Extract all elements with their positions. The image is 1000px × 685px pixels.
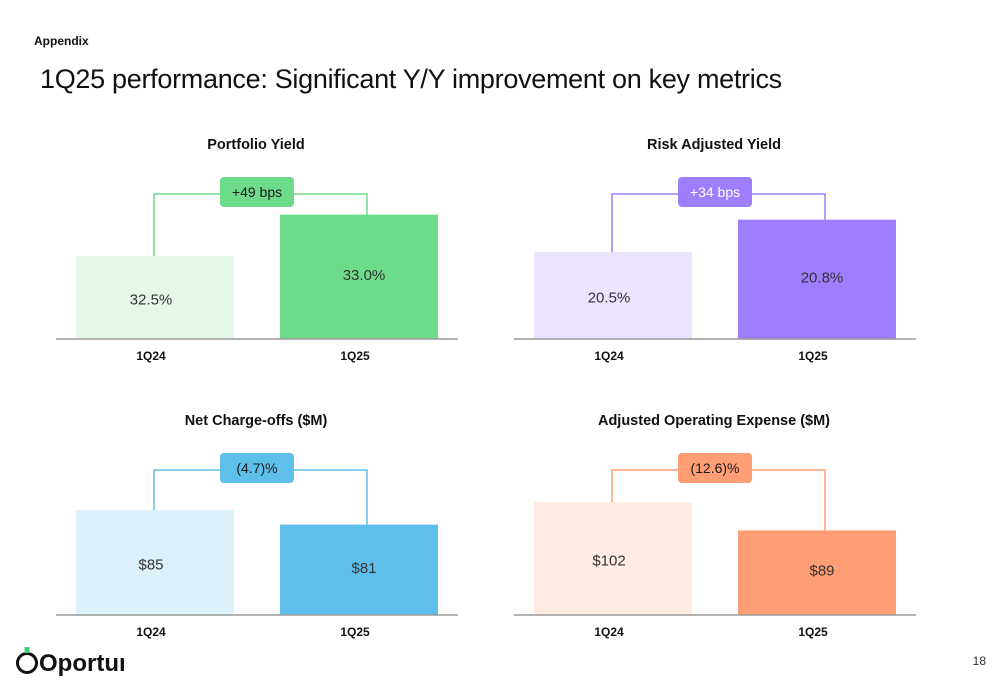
category-label: 1Q25 <box>340 349 370 363</box>
bar-value-label: 20.8% <box>801 269 844 286</box>
bar-value-label: $81 <box>351 560 376 577</box>
chart-title: Net Charge-offs ($M) <box>185 413 328 429</box>
change-badge <box>220 177 294 207</box>
category-label: 1Q24 <box>594 625 624 639</box>
bar-value-label: 33.0% <box>343 267 386 284</box>
bar-1q25 <box>738 530 896 615</box>
change-badge-label: (12.6)% <box>690 460 739 476</box>
section-label: Appendix <box>34 34 89 48</box>
bar-value-label: $102 <box>592 553 625 570</box>
change-badge <box>678 177 752 207</box>
risk-adjusted-yield-chart: Risk Adjusted Yield 20.5% 1Q24 20.8% 1Q25 +34… <box>504 128 924 373</box>
bar-value-label: $85 <box>138 557 163 574</box>
chart-svg: Net Charge-offs ($M) $85 1Q24 $81 1Q25 (4.7)% <box>56 413 458 639</box>
bar-1q24 <box>76 510 234 615</box>
category-label: 1Q24 <box>594 349 624 363</box>
category-label: 1Q25 <box>798 625 828 639</box>
category-label: 1Q24 <box>136 625 166 639</box>
change-badge <box>678 453 752 483</box>
change-badge-label: +34 bps <box>690 184 740 200</box>
category-label: 1Q25 <box>340 625 370 639</box>
bar-1q24 <box>534 252 692 339</box>
change-badge-label: +49 bps <box>232 184 282 200</box>
bar-1q25 <box>280 524 438 615</box>
chart-title: Adjusted Operating Expense ($M) <box>598 413 830 429</box>
bar-value-label: 32.5% <box>130 292 173 309</box>
bar-1q24 <box>534 502 692 615</box>
bar-value-label: $89 <box>809 563 834 580</box>
change-badge <box>220 453 294 483</box>
bar-1q25 <box>738 219 896 339</box>
bar-1q25 <box>280 214 438 339</box>
category-label: 1Q25 <box>798 349 828 363</box>
bar-1q24 <box>76 256 234 339</box>
portfolio-yield-chart: Portfolio Yield 32.5% 1Q24 33.0% 1Q25 +49 bps <box>46 128 466 373</box>
net-charge-offs-chart: Net Charge-offs ($M) $85 1Q24 $81 1Q25 (4.7)% <box>46 404 466 649</box>
chart-title: Portfolio Yield <box>207 137 304 153</box>
chart-svg: Risk Adjusted Yield 20.5% 1Q24 20.8% 1Q25 +34… <box>514 137 916 363</box>
change-badge-label: (4.7)% <box>236 460 277 476</box>
chart-svg: Portfolio Yield 32.5% 1Q24 33.0% 1Q25 +49 bps <box>56 137 458 363</box>
bar-value-label: 20.5% <box>588 290 631 307</box>
adjusted-operating-expense-chart: Adjusted Operating Expense ($M) $102 1Q24 $… <box>504 404 924 649</box>
logo-accent-icon <box>24 647 30 653</box>
page-title: 1Q25 performance: Significant Y/Y improv… <box>40 64 782 94</box>
brand-wordmark: Oportun <box>39 650 124 677</box>
chart-svg: Adjusted Operating Expense ($M) $102 1Q24 $… <box>514 413 916 639</box>
oportun-logo-mark: Oportun <box>16 647 134 677</box>
oportun-logo: Oportun <box>14 646 134 685</box>
page-number: 18 <box>972 654 986 668</box>
chart-title: Risk Adjusted Yield <box>647 137 781 153</box>
category-label: 1Q24 <box>136 349 166 363</box>
